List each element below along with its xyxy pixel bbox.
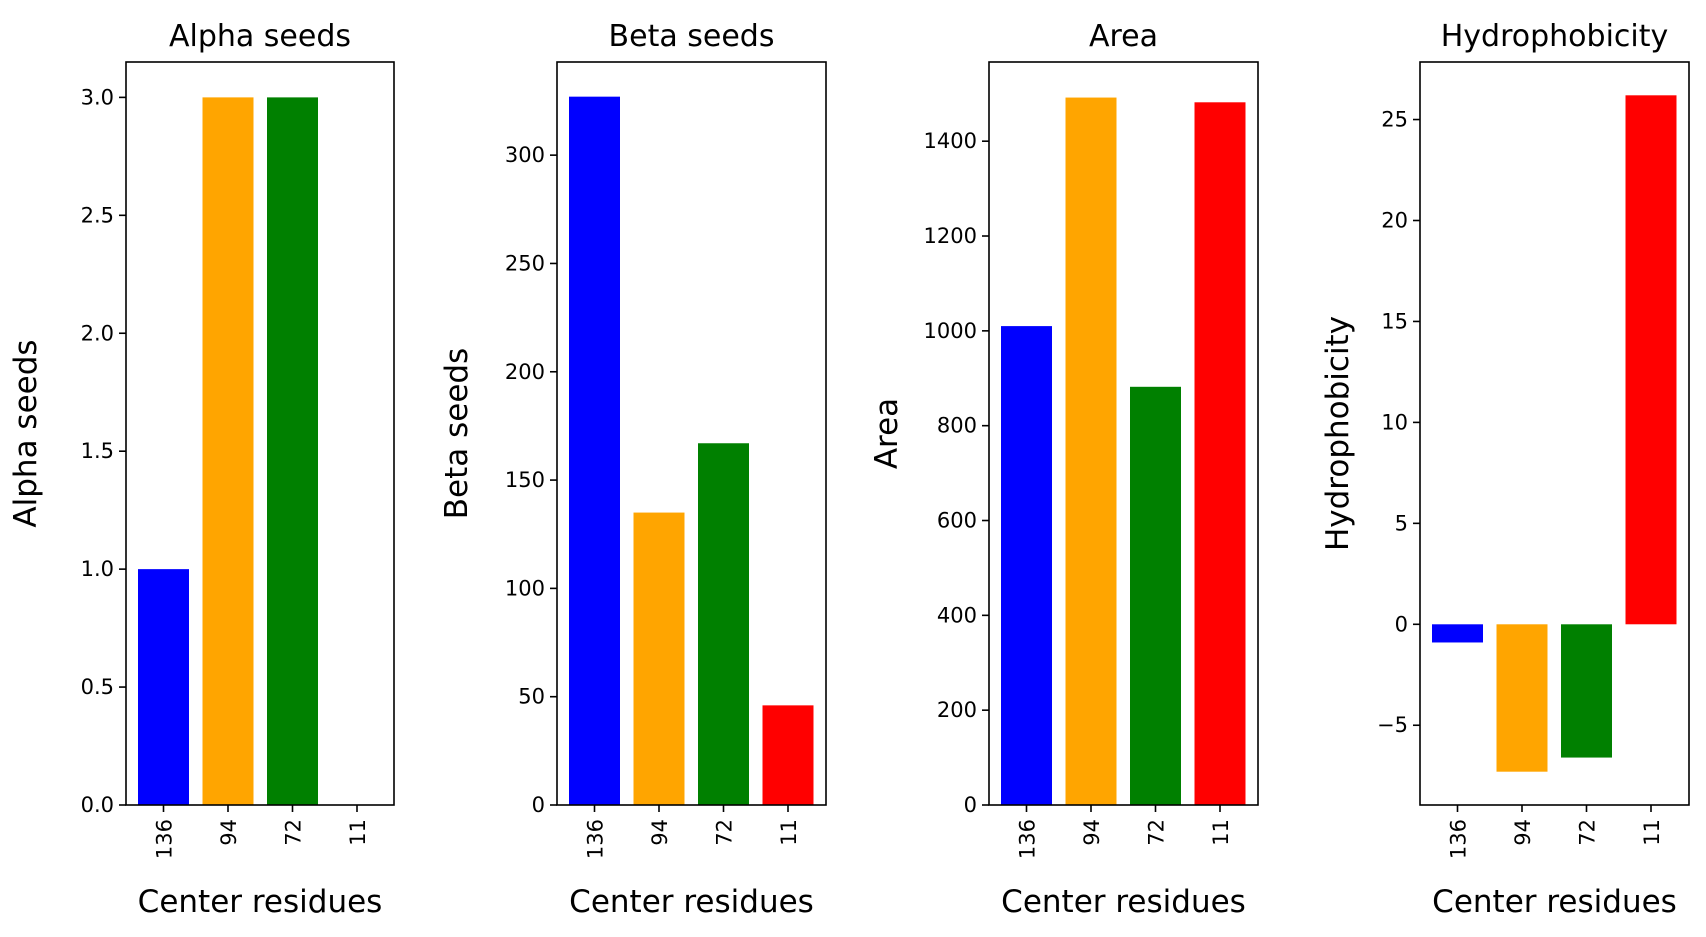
x-tick-label: 11 — [346, 819, 370, 846]
chart-title: Alpha seeds — [169, 19, 351, 54]
x-tick-label: 94 — [648, 819, 672, 846]
bar-94 — [1065, 97, 1117, 805]
y-tick-label: 1.0 — [81, 557, 114, 581]
y-tick-label: 200 — [505, 360, 545, 384]
chart-title: Beta seeds — [609, 19, 775, 54]
bar-136 — [138, 569, 189, 805]
y-tick-label: 300 — [505, 143, 545, 167]
subplot-1: 0.0 0.5 1.0 1.5 2.0 2.5 3.0 136 94 72 11 Alpha seed… — [8, 19, 395, 920]
x-tick-label: 136 — [1016, 819, 1040, 859]
axes-frame — [988, 61, 1259, 806]
y-tick-label: 400 — [937, 603, 977, 627]
x-tick-label: 136 — [584, 819, 608, 859]
x-axis-label: Center residues — [1432, 884, 1677, 920]
x-tick-label: 94 — [1511, 819, 1535, 846]
y-tick-label: 2.5 — [81, 203, 114, 227]
y-tick-label: 800 — [937, 414, 977, 438]
y-tick-label: 50 — [518, 685, 545, 709]
bar-94 — [633, 512, 685, 805]
y-tick-label: 1400 — [924, 129, 977, 153]
x-axis-label: Center residues — [569, 884, 814, 920]
x-tick-label: 11 — [1209, 819, 1233, 846]
y-tick-label: 250 — [505, 251, 545, 275]
bar-136 — [1432, 624, 1483, 643]
y-tick-label: 1000 — [924, 319, 977, 343]
bar-11 — [1194, 102, 1246, 806]
bar-11 — [1625, 95, 1677, 625]
bar-94 — [1496, 624, 1548, 772]
y-tick-label: 600 — [937, 509, 977, 533]
chart-title: Hydrophobicity — [1441, 19, 1669, 54]
bar-72 — [267, 97, 318, 805]
x-tick-label: 11 — [777, 819, 801, 846]
y-tick-label: 0 — [1395, 612, 1408, 636]
y-axis-label: Area — [869, 398, 905, 469]
x-tick-label: 72 — [282, 819, 306, 846]
x-tick-label: 11 — [1640, 819, 1664, 846]
y-tick-label: 0.0 — [81, 793, 114, 817]
y-axis-label: Hydrophobicity — [1320, 316, 1356, 551]
y-tick-label: 15 — [1381, 309, 1408, 333]
bar-136 — [569, 96, 620, 805]
y-tick-label: 10 — [1381, 410, 1408, 434]
y-tick-label: 1200 — [924, 224, 977, 248]
axes-frame — [125, 61, 395, 806]
x-tick-label: 94 — [1080, 819, 1104, 846]
y-tick-label: −5 — [1377, 713, 1408, 737]
y-tick-label: 200 — [937, 698, 977, 722]
y-tick-label: 150 — [505, 468, 545, 492]
y-tick-label: 25 — [1381, 108, 1408, 132]
bar-72 — [698, 443, 749, 805]
x-tick-label: 94 — [217, 819, 241, 846]
y-tick-label: 100 — [505, 576, 545, 600]
x-tick-label: 136 — [153, 819, 177, 859]
chart-title: Area — [1089, 19, 1158, 54]
axes-frame — [556, 61, 827, 806]
bar-94 — [202, 97, 254, 805]
y-tick-label: 1.5 — [81, 439, 114, 463]
subplot-3: 0 200 400 600 800 1000 1200 1400 136 94 72 11 Area Ce… — [869, 19, 1259, 920]
x-tick-label: 72 — [1576, 819, 1600, 846]
subplot-4: −5 0 5 10 15 20 25 136 94 72 11 Hydrophobicity Cente… — [1320, 19, 1690, 920]
subplot-2: 0 50 100 150 200 250 300 136 94 72 11 Beta seeds Cen… — [439, 19, 827, 920]
bar-72 — [1130, 386, 1181, 805]
x-axis-label: Center residues — [1001, 884, 1246, 920]
y-tick-label: 0.5 — [81, 675, 114, 699]
axes-frame — [1419, 61, 1690, 806]
x-tick-label: 72 — [1145, 819, 1169, 846]
y-tick-label: 0 — [532, 793, 545, 817]
y-tick-label: 2.0 — [81, 321, 114, 345]
y-tick-label: 20 — [1381, 208, 1408, 232]
x-tick-label: 72 — [713, 819, 737, 846]
bar-136 — [1001, 326, 1052, 805]
x-tick-label: 136 — [1447, 819, 1471, 859]
x-axis-label: Center residues — [138, 884, 383, 920]
y-tick-label: 5 — [1395, 511, 1408, 535]
y-axis-label: Alpha seeds — [8, 339, 44, 527]
y-axis-label: Beta seeds — [439, 348, 475, 519]
y-tick-label: 3.0 — [81, 85, 114, 109]
bar-11 — [762, 705, 814, 805]
bar-72 — [1561, 624, 1612, 758]
y-tick-label: 0 — [964, 793, 977, 817]
